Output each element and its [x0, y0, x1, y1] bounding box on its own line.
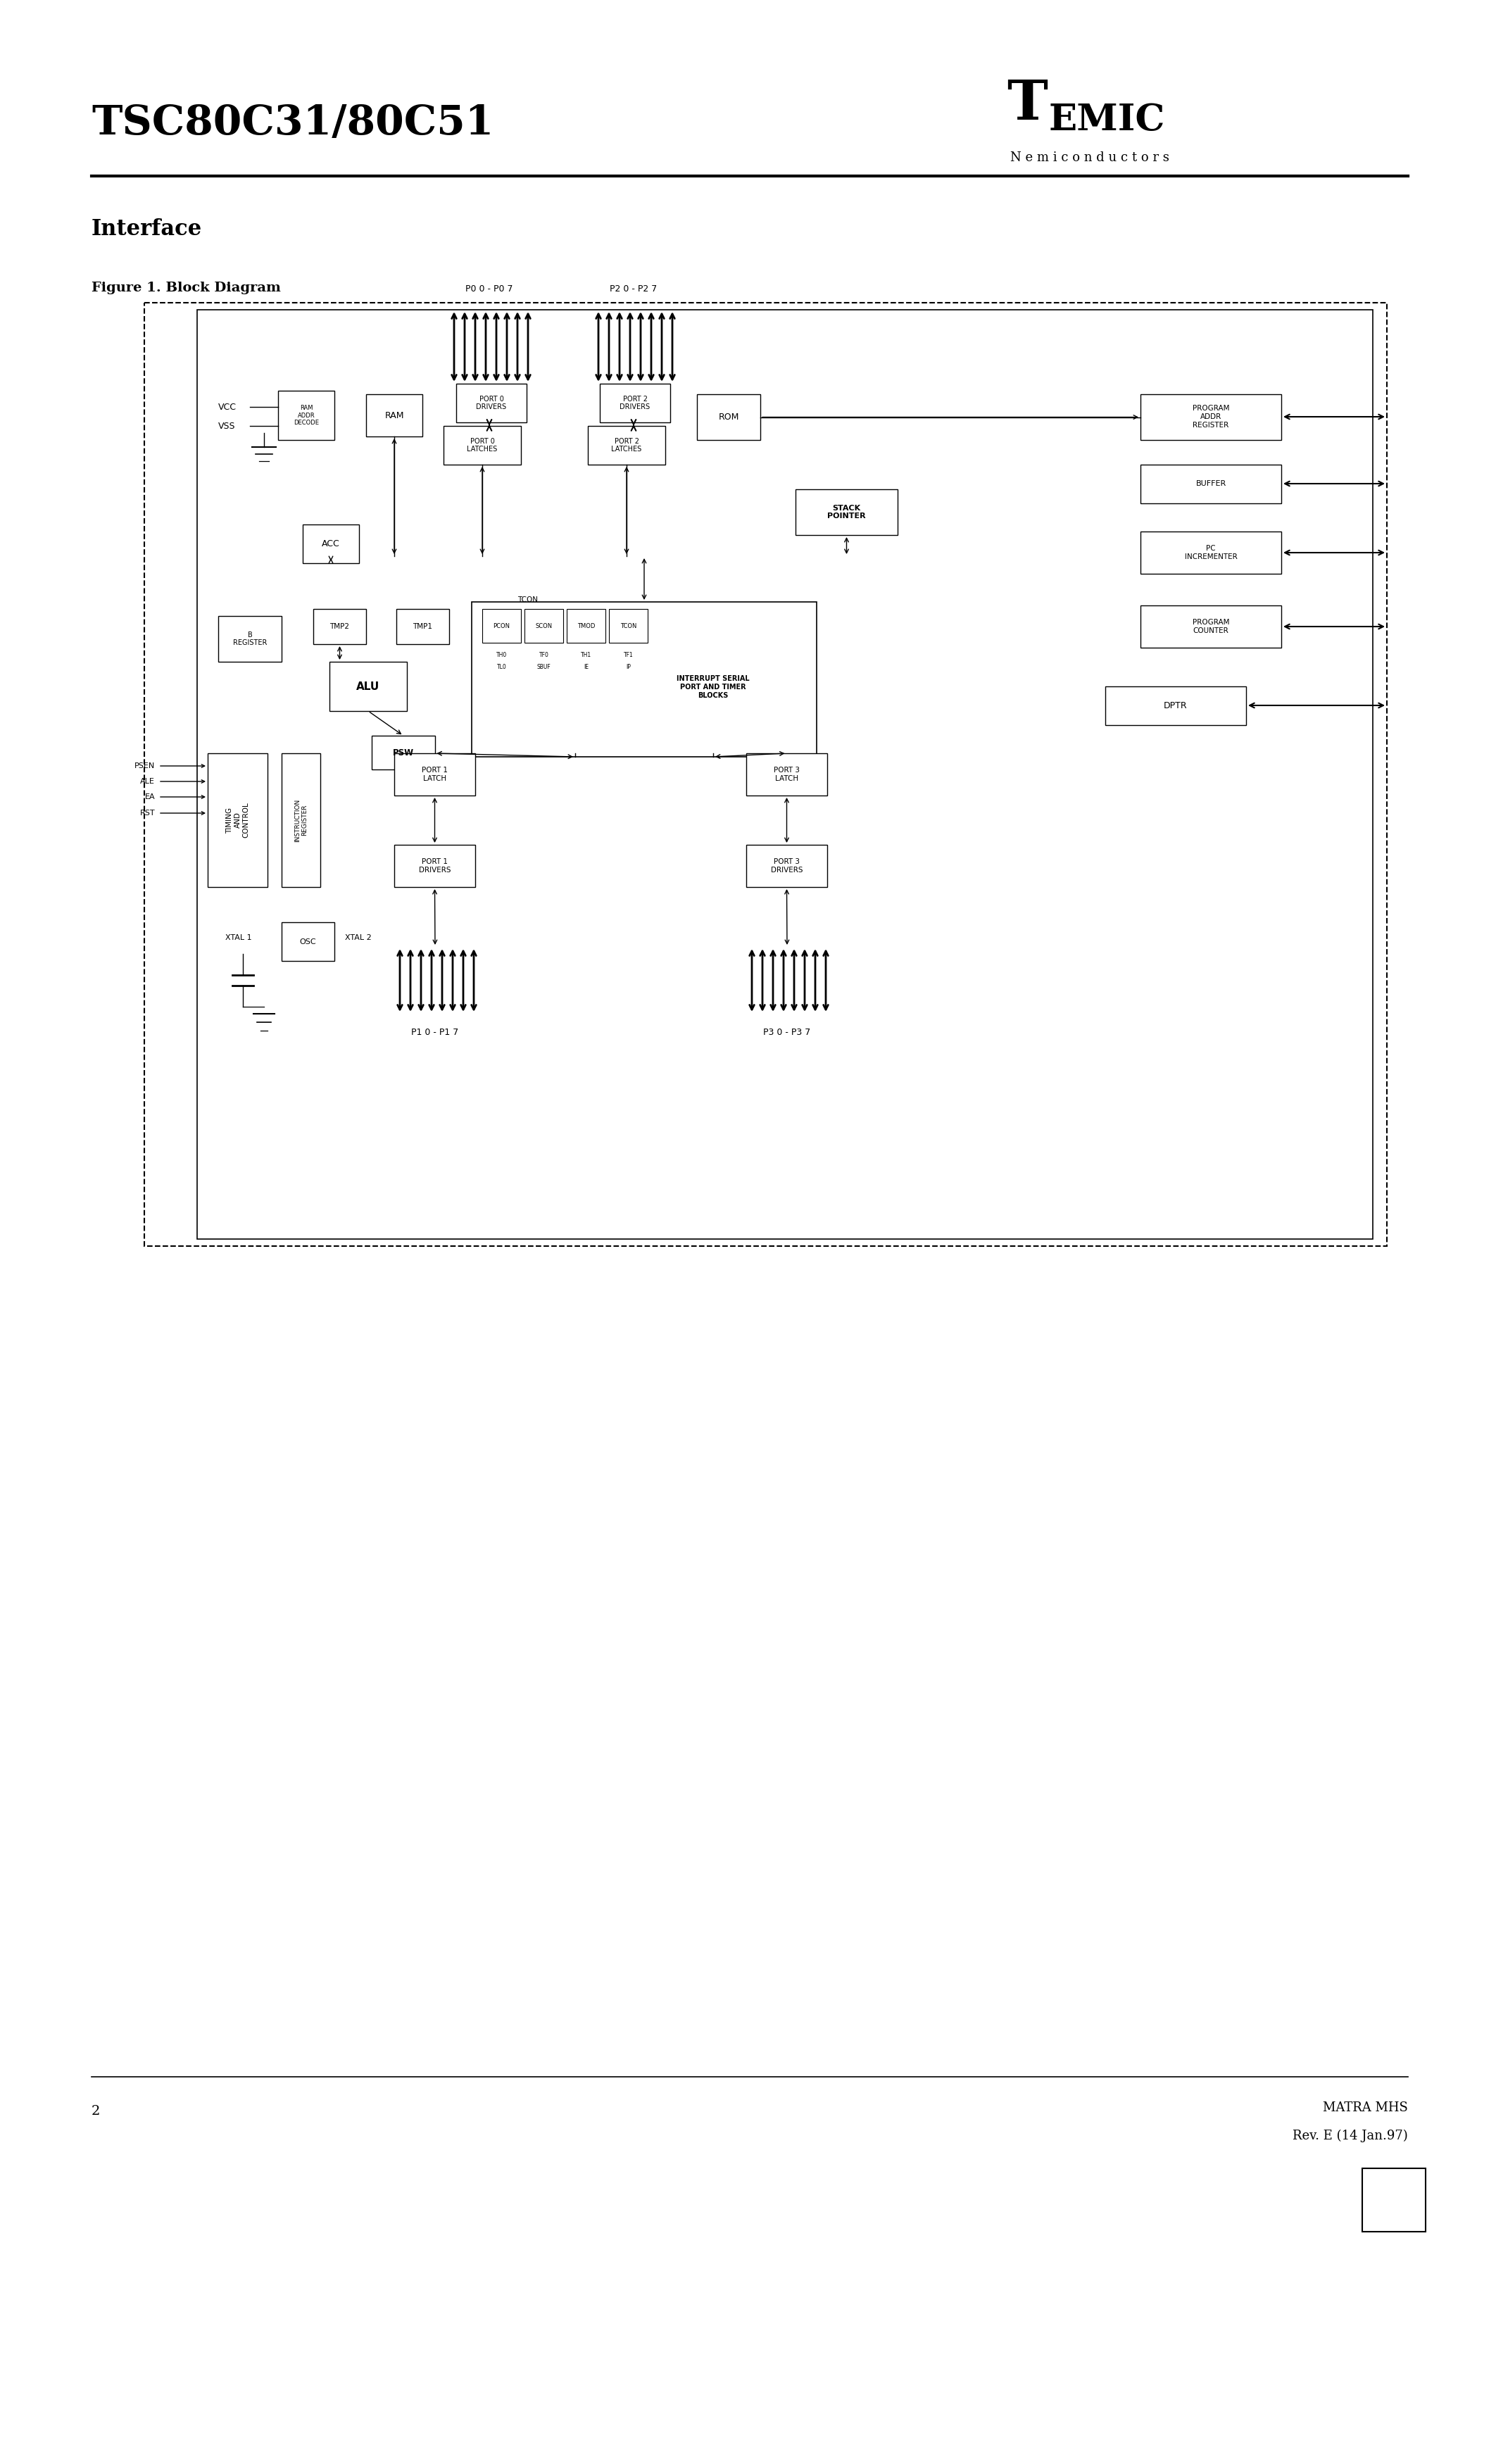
- Text: RAM
ADDR
DECODE: RAM ADDR DECODE: [293, 404, 319, 426]
- Text: 2: 2: [91, 2104, 100, 2117]
- Text: RST: RST: [139, 811, 156, 816]
- Text: T: T: [1007, 76, 1047, 131]
- Text: TH0: TH0: [497, 650, 507, 658]
- Text: TMP1: TMP1: [413, 623, 432, 631]
- Bar: [1106, 687, 1246, 724]
- Text: PORT 0
DRIVERS: PORT 0 DRIVERS: [476, 394, 507, 411]
- Text: TCON: TCON: [518, 596, 539, 604]
- Text: SBUF: SBUF: [537, 663, 551, 670]
- Text: PSW: PSW: [393, 749, 414, 756]
- Bar: [588, 426, 666, 466]
- Text: IP: IP: [625, 663, 631, 670]
- Text: PORT 3
DRIVERS: PORT 3 DRIVERS: [770, 857, 803, 875]
- Text: PROGRAM
ADDR
REGISTER: PROGRAM ADDR REGISTER: [1192, 404, 1230, 429]
- Bar: [313, 609, 367, 643]
- Bar: [329, 663, 407, 712]
- Text: PC
INCREMENTER: PC INCREMENTER: [1185, 545, 1237, 559]
- Text: ACC: ACC: [322, 540, 340, 549]
- Text: VSS: VSS: [218, 421, 235, 431]
- Bar: [144, 303, 1387, 1247]
- Text: VCC: VCC: [218, 402, 236, 411]
- Text: PORT 2
DRIVERS: PORT 2 DRIVERS: [619, 394, 651, 411]
- Bar: [281, 754, 320, 887]
- Text: EA: EA: [145, 793, 156, 801]
- Bar: [396, 609, 449, 643]
- Bar: [1140, 394, 1281, 441]
- Bar: [1140, 466, 1281, 503]
- Text: TL0: TL0: [497, 663, 507, 670]
- Text: ALE: ALE: [141, 779, 156, 786]
- Bar: [281, 922, 335, 961]
- Text: P1 0 - P1 7: P1 0 - P1 7: [411, 1027, 459, 1037]
- Bar: [218, 616, 281, 663]
- Text: P3 0 - P3 7: P3 0 - P3 7: [763, 1027, 811, 1037]
- Text: XTAL 1: XTAL 1: [226, 934, 251, 941]
- Text: ALU: ALU: [356, 680, 380, 692]
- Bar: [367, 394, 422, 436]
- Text: XTAL 2: XTAL 2: [346, 934, 371, 941]
- Text: TMP2: TMP2: [329, 623, 350, 631]
- Text: Rev. E (14 Jan.97): Rev. E (14 Jan.97): [1293, 2129, 1408, 2144]
- Text: TH1: TH1: [580, 650, 591, 658]
- Bar: [197, 310, 1373, 1239]
- Bar: [456, 384, 527, 421]
- Text: INTERRUPT SERIAL
PORT AND TIMER
BLOCKS: INTERRUPT SERIAL PORT AND TIMER BLOCKS: [676, 675, 749, 700]
- Text: BUFFER: BUFFER: [1195, 480, 1227, 488]
- Text: Interface: Interface: [91, 219, 202, 239]
- Bar: [395, 754, 476, 796]
- Text: PCON: PCON: [494, 623, 510, 628]
- Text: TF0: TF0: [539, 650, 549, 658]
- Text: DPTR: DPTR: [1164, 700, 1188, 710]
- Bar: [747, 845, 827, 887]
- Bar: [1363, 2168, 1426, 2232]
- Bar: [609, 609, 648, 643]
- Text: PROGRAM
COUNTER: PROGRAM COUNTER: [1192, 618, 1230, 633]
- Text: Figure 1. Block Diagram: Figure 1. Block Diagram: [91, 281, 281, 293]
- Text: TCON: TCON: [621, 623, 637, 628]
- Bar: [395, 845, 476, 887]
- Text: PORT 1
LATCH: PORT 1 LATCH: [422, 766, 447, 781]
- Text: EMIC: EMIC: [1049, 101, 1165, 138]
- Text: PSEN: PSEN: [135, 761, 156, 769]
- Bar: [482, 609, 521, 643]
- Text: P2 0 - P2 7: P2 0 - P2 7: [610, 283, 657, 293]
- Bar: [371, 737, 435, 769]
- Text: ROM: ROM: [718, 411, 739, 421]
- Text: TMOD: TMOD: [577, 623, 595, 628]
- Text: INSTRUCTION
REGISTER: INSTRUCTION REGISTER: [295, 798, 308, 843]
- Text: MATRA MHS: MATRA MHS: [1322, 2102, 1408, 2114]
- Bar: [1140, 532, 1281, 574]
- Text: PORT 1
DRIVERS: PORT 1 DRIVERS: [419, 857, 450, 875]
- Text: SCON: SCON: [536, 623, 552, 628]
- Bar: [525, 609, 562, 643]
- Bar: [1140, 606, 1281, 648]
- Text: TSC80C31/80C51: TSC80C31/80C51: [91, 103, 494, 143]
- Text: N e m i c o n d u c t o r s: N e m i c o n d u c t o r s: [1010, 150, 1170, 165]
- Text: IE: IE: [583, 663, 588, 670]
- Text: PORT 0
LATCHES: PORT 0 LATCHES: [467, 439, 498, 453]
- Bar: [443, 426, 521, 466]
- Text: TF1: TF1: [624, 650, 633, 658]
- Bar: [471, 601, 817, 756]
- Bar: [208, 754, 268, 887]
- Bar: [697, 394, 760, 441]
- Bar: [278, 392, 335, 441]
- Text: TIMING
AND
CONTROL: TIMING AND CONTROL: [226, 803, 250, 838]
- Bar: [747, 754, 827, 796]
- Text: PORT 3
LATCH: PORT 3 LATCH: [773, 766, 800, 781]
- Bar: [302, 525, 359, 564]
- Text: STACK
POINTER: STACK POINTER: [827, 505, 866, 520]
- Text: OSC: OSC: [299, 939, 316, 946]
- Bar: [600, 384, 670, 421]
- Bar: [567, 609, 606, 643]
- Bar: [796, 490, 898, 535]
- Text: B
REGISTER: B REGISTER: [233, 631, 266, 646]
- Text: RAM: RAM: [384, 411, 404, 419]
- Text: P0 0 - P0 7: P0 0 - P0 7: [465, 283, 513, 293]
- Text: PORT 2
LATCHES: PORT 2 LATCHES: [612, 439, 642, 453]
